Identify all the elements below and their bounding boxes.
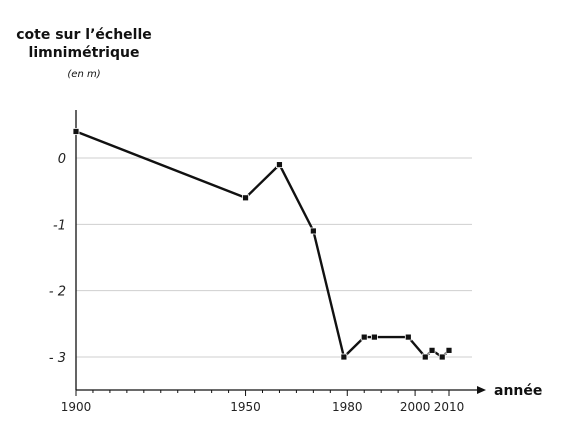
data-point <box>404 333 412 341</box>
data-point <box>421 353 429 361</box>
data-point <box>242 194 249 202</box>
x-tick-label: 1900 <box>61 400 92 414</box>
x-tick-label: 1950 <box>230 400 261 414</box>
y-tick-label: - 3 <box>49 351 66 366</box>
data-point <box>360 333 368 341</box>
y-tick-label: - 2 <box>49 285 66 300</box>
y-tick-label: -1 <box>53 218 66 233</box>
axes <box>75 110 486 396</box>
y-axis-label-line-1: cote sur l’échelle <box>16 27 152 43</box>
data-point <box>276 161 283 169</box>
y-tick-labels: 0 -1 - 2 - 3 <box>49 152 66 366</box>
y-tick-label: 0 <box>58 152 66 167</box>
series <box>72 128 453 361</box>
x-tick-label: 2010 <box>434 400 465 414</box>
data-point <box>445 346 453 354</box>
data-point <box>370 333 378 341</box>
x-tick-labels: 1900 1950 1980 2000 2010 <box>61 400 465 414</box>
data-point <box>340 353 348 361</box>
y-axis-label-line-2: limnimétrique <box>29 45 140 61</box>
y-axis-unit: (en m) <box>67 69 100 80</box>
x-axis-arrow <box>477 386 486 394</box>
x-tick-label: 1980 <box>332 400 363 414</box>
data-point <box>428 346 436 354</box>
data-point <box>72 128 80 135</box>
gridlines <box>76 157 472 358</box>
x-axis-label: année <box>494 383 542 399</box>
data-point <box>309 227 317 235</box>
data-point <box>438 353 446 361</box>
series-line <box>74 130 451 359</box>
x-tick-label: 2000 <box>400 400 431 414</box>
